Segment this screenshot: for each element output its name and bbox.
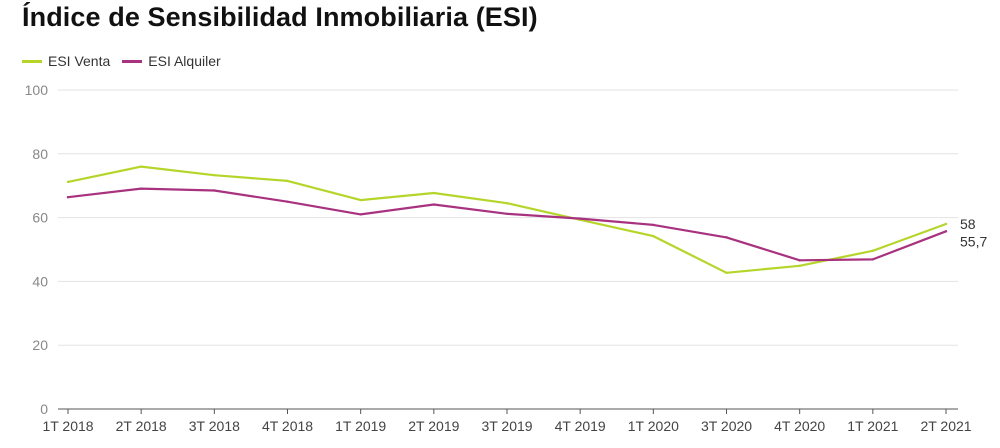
x-tick-label-2: 3T 2018 <box>189 418 240 434</box>
y-tick-label-20: 20 <box>32 337 48 353</box>
series-0-point-0 <box>66 180 70 184</box>
legend-label-venta: ESI Venta <box>48 53 111 69</box>
series-1-point-10 <box>798 259 801 262</box>
series-0-point-1 <box>139 165 143 168</box>
series-0-point-10 <box>798 264 801 267</box>
series-line-1 <box>66 187 948 262</box>
legend-swatch-venta <box>22 59 42 63</box>
series-1-point-4 <box>359 213 362 216</box>
series-0-point-6 <box>505 202 509 205</box>
y-tick-label-40: 40 <box>32 273 48 289</box>
legend-swatch-alquiler <box>122 59 143 63</box>
x-tick-label-9: 3T 2020 <box>701 418 752 434</box>
x-tick-label-12: 2T 2021 <box>920 418 971 434</box>
series-line-0 <box>66 165 948 274</box>
y-tick-label-80: 80 <box>32 146 48 162</box>
legend-item-venta[interactable]: ESI Venta <box>22 53 110 69</box>
series-1-point-1 <box>139 187 143 190</box>
series-1-point-12 <box>944 230 948 233</box>
series-0-point-8 <box>652 234 655 238</box>
chart-legend: ESI Venta ESI Alquiler <box>22 53 233 69</box>
series-0-point-5 <box>432 191 436 195</box>
x-tick-label-1: 2T 2018 <box>116 418 167 434</box>
series-0-point-3 <box>286 179 289 183</box>
series-1-point-2 <box>213 189 216 192</box>
series-0-point-2 <box>213 173 216 177</box>
series-0-point-4 <box>359 198 362 202</box>
series-1-point-0 <box>66 195 70 199</box>
x-tick-label-11: 1T 2021 <box>847 418 898 434</box>
series-1-point-11 <box>871 258 875 261</box>
series-1-point-7 <box>578 217 582 220</box>
y-tick-label-100: 100 <box>25 82 49 98</box>
x-tick-label-7: 4T 2019 <box>555 418 606 434</box>
series-0-point-12 <box>944 222 948 226</box>
y-tick-label-60: 60 <box>32 210 48 226</box>
end-label-series-0: 58 <box>960 216 976 232</box>
legend-label-alquiler: ESI Alquiler <box>148 53 221 69</box>
x-tick-label-8: 1T 2020 <box>628 418 679 434</box>
end-label-series-1: 55,7 <box>960 233 987 249</box>
x-tick-label-4: 1T 2019 <box>335 418 386 434</box>
series-1-point-9 <box>725 236 728 239</box>
series-1-point-3 <box>286 200 289 203</box>
chart-title: Índice de Sensibilidad Inmobiliaria (ESI… <box>22 2 538 32</box>
series-1-point-8 <box>652 223 655 227</box>
series-1-point-6 <box>505 212 509 215</box>
x-tick-label-5: 2T 2019 <box>408 418 459 434</box>
x-tick-label-10: 4T 2020 <box>774 418 825 434</box>
y-tick-label-0: 0 <box>40 401 48 417</box>
series-0-point-11 <box>871 249 875 252</box>
x-tick-label-0: 1T 2018 <box>42 418 93 434</box>
series-1-point-5 <box>432 203 436 206</box>
x-tick-label-6: 3T 2019 <box>481 418 532 434</box>
legend-item-alquiler[interactable]: ESI Alquiler <box>122 53 221 69</box>
x-tick-label-3: 4T 2018 <box>262 418 313 434</box>
series-0-point-9 <box>725 271 728 274</box>
